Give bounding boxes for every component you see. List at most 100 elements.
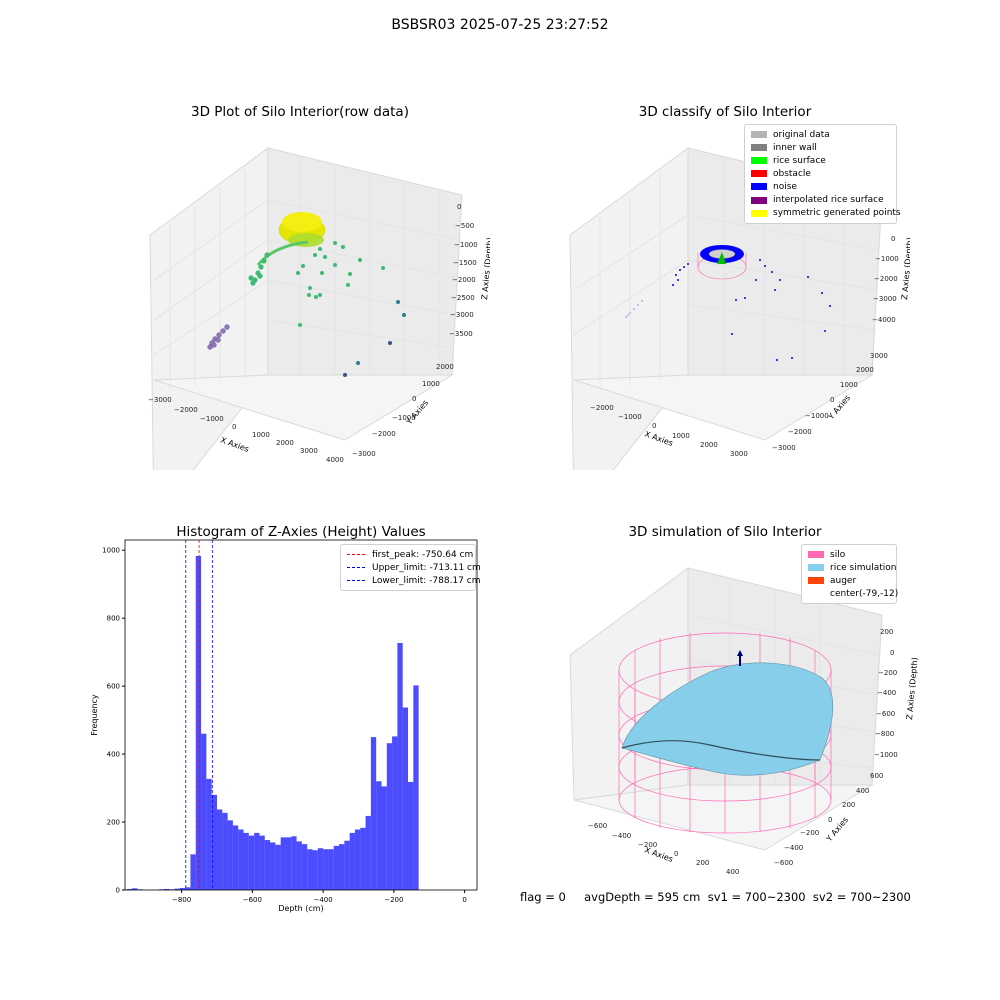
histogram-bar xyxy=(381,786,387,890)
classify-rice-surface xyxy=(717,252,726,264)
raw-z-tick: −500 xyxy=(455,222,474,230)
sim-x-label: X Axies xyxy=(643,845,674,864)
classify-x-tick: 1000 xyxy=(672,432,690,440)
classify-z-label: Z Axies (Depth) xyxy=(900,237,910,300)
histogram-bar xyxy=(301,844,308,890)
histogram-bars xyxy=(126,555,419,890)
raw-z-tick: −3500 xyxy=(449,330,473,338)
histogram-bar xyxy=(264,840,271,890)
raw-z-tick: 0 xyxy=(457,203,461,211)
raw-x-tick: 2000 xyxy=(276,439,294,447)
raw-plot-title: 3D Plot of Silo Interior(row data) xyxy=(191,104,409,120)
raw-back-pane xyxy=(267,147,463,376)
histogram-bar xyxy=(163,888,170,890)
raw-x-tick: 3000 xyxy=(300,447,318,455)
histogram-bar xyxy=(238,829,244,890)
raw-y-tick: 1000 xyxy=(422,380,440,388)
y-tick-label: 600 xyxy=(107,683,120,691)
histogram-x-label: Depth (cm) xyxy=(278,904,323,913)
classify-y-tick: −3000 xyxy=(772,444,796,452)
x-tick-label: −200 xyxy=(384,896,403,904)
classify-y-tick: −2000 xyxy=(788,428,812,436)
legend-item: silo xyxy=(808,548,890,561)
legend-item: noise xyxy=(751,180,890,193)
sim-x-tick: 0 xyxy=(674,850,678,858)
sim-y-tick: 200 xyxy=(842,801,855,809)
classify-z-tick: −3000 xyxy=(873,295,897,303)
histogram-bar xyxy=(344,840,350,890)
sim-x-tick: −600 xyxy=(588,822,607,830)
classify-x-tick: 0 xyxy=(652,422,656,430)
histogram-bar xyxy=(296,841,302,890)
raw-y-tick: −2000 xyxy=(372,430,396,438)
legend-label: original data xyxy=(773,129,830,140)
classify-z-tick: −2000 xyxy=(874,275,898,283)
histogram-bar xyxy=(126,888,133,890)
legend-swatch xyxy=(808,564,824,572)
histogram-bar xyxy=(216,809,223,890)
raw-y-tick: 0 xyxy=(412,395,416,403)
y-tick-label: 0 xyxy=(116,887,120,895)
histogram-bar xyxy=(312,850,318,890)
legend-swatch xyxy=(808,551,824,559)
raw-z-tick: −1500 xyxy=(453,259,477,267)
raw-z-label: Z Axies (Depth) xyxy=(480,237,490,300)
histogram-bar xyxy=(392,736,398,890)
histogram-axes-frame xyxy=(124,539,478,891)
y-tick-label: 200 xyxy=(107,819,120,827)
legend-item: center(-79,-12) xyxy=(808,587,898,600)
histogram-title: Histogram of Z-Axies (Height) Values xyxy=(176,524,426,540)
sim-z-tick: −400 xyxy=(877,689,896,697)
histogram-x-ticks: −800 −600 −400 −200 0 xyxy=(172,890,467,904)
histogram-bar xyxy=(386,743,393,890)
legend-line-swatch xyxy=(347,580,365,582)
raw-x-tick: −1000 xyxy=(200,415,224,423)
sim-x-tick: −200 xyxy=(638,841,657,849)
legend-item: Lower_limit: -788.17 cm xyxy=(347,574,480,587)
raw-z-tick: −2000 xyxy=(452,276,476,284)
y-tick-label: 400 xyxy=(107,751,120,759)
classify-x-label: X Axies xyxy=(643,429,674,448)
legend-swatch xyxy=(751,157,767,165)
histogram-reference-lines xyxy=(185,540,213,890)
raw-z-tick: −3000 xyxy=(450,311,474,319)
figure-title: BSBSR03 2025-07-25 23:27:52 xyxy=(391,17,609,33)
histogram-bar xyxy=(132,888,138,890)
histogram-bar xyxy=(365,815,371,890)
sim-z-tick: −600 xyxy=(876,710,895,718)
sim-z-ticks: 200 0 −200 −400 −600 −800 −1000 xyxy=(874,628,898,759)
legend-label: first_peak: -750.64 cm xyxy=(372,549,474,560)
classify-x-ticks: −2000 −1000 0 1000 2000 3000 xyxy=(590,404,748,458)
histogram-bar xyxy=(243,832,249,890)
histogram-bar xyxy=(402,707,409,890)
classify-legend: original data inner wall rice surface ob… xyxy=(744,124,901,224)
sim-y-tick: −600 xyxy=(774,859,793,867)
classify-x-tick: −2000 xyxy=(590,404,614,412)
raw-z-ticks: 0 −500 −1000 −1500 −2000 −2500 −3000 −35… xyxy=(449,203,478,338)
raw-green-points xyxy=(248,241,385,327)
classify-x-tick: −1000 xyxy=(618,413,642,421)
histogram-bar xyxy=(259,835,265,890)
raw-y-tick: 2000 xyxy=(436,363,454,371)
x-tick-label: −400 xyxy=(313,896,332,904)
histogram-bar xyxy=(248,835,255,890)
legend-label: inner wall xyxy=(773,142,817,153)
histogram-bar xyxy=(285,837,292,890)
histogram-bar xyxy=(275,844,281,890)
classify-left-pane xyxy=(569,147,689,470)
classify-x-tick: 3000 xyxy=(730,450,748,458)
histogram-bar xyxy=(195,555,202,890)
raw-3d-plot: −3000 −2000 −1000 0 1000 2000 3000 4000 … xyxy=(148,147,490,470)
legend-label: Lower_limit: -788.17 cm xyxy=(372,575,481,586)
histogram-bar xyxy=(397,642,403,890)
raw-y-ticks: −3000 −2000 −1000 0 1000 2000 xyxy=(352,363,454,458)
legend-label: noise xyxy=(773,181,797,192)
legend-item: original data xyxy=(751,128,890,141)
legend-swatch xyxy=(808,577,824,585)
histogram-bar xyxy=(291,836,297,890)
histogram-y-label: Frequency xyxy=(90,694,99,736)
raw-x-ticks: −3000 −2000 −1000 0 1000 2000 3000 4000 xyxy=(148,396,344,464)
raw-yellow-cap xyxy=(282,212,322,232)
legend-swatch xyxy=(751,170,767,178)
raw-z-tick: −2500 xyxy=(451,294,475,302)
